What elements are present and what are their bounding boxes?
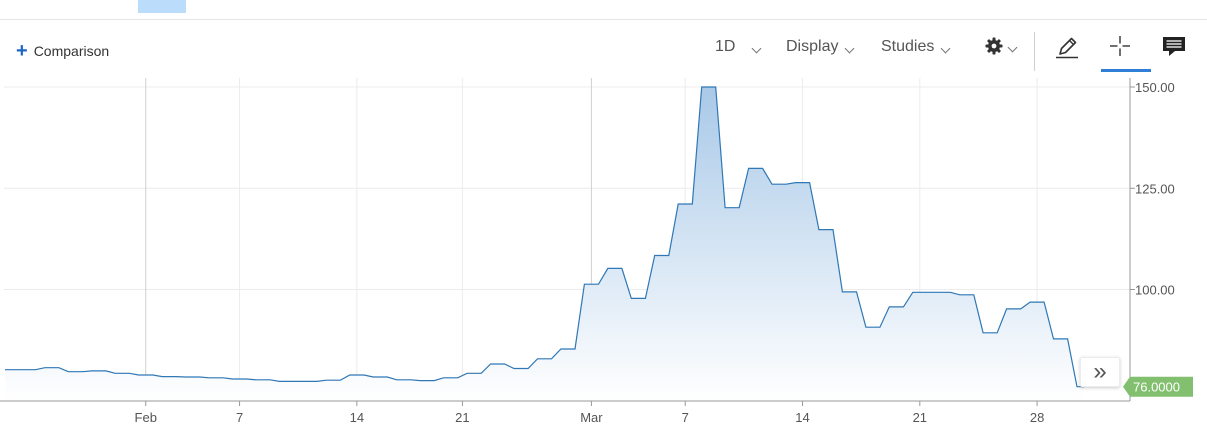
scroll-to-latest-button[interactable]: » bbox=[1080, 357, 1120, 387]
last-price-label: 76.0000 bbox=[1133, 380, 1180, 395]
y-tick-label: 150.00 bbox=[1135, 80, 1175, 95]
x-tick-label: Mar bbox=[580, 410, 603, 425]
interval-dropdown[interactable]: 1D bbox=[715, 38, 762, 56]
top-tab-highlight[interactable] bbox=[138, 0, 186, 13]
x-tick-label: Feb bbox=[135, 410, 157, 425]
settings-dropdown[interactable] bbox=[985, 37, 1018, 55]
x-tick-label: 14 bbox=[350, 410, 364, 425]
price-line bbox=[5, 86, 1084, 388]
top-divider bbox=[0, 19, 1207, 20]
crosshair-active-indicator bbox=[1101, 69, 1151, 72]
y-tick-label: 125.00 bbox=[1135, 181, 1175, 196]
studies-dropdown[interactable]: Studies bbox=[881, 38, 951, 56]
x-tick-label: 14 bbox=[795, 410, 809, 425]
comparison-label: Comparison bbox=[33, 43, 110, 59]
interval-label: 1D bbox=[715, 38, 736, 55]
double-chevron-right-icon: » bbox=[1093, 358, 1107, 385]
x-tick-label: 28 bbox=[1030, 410, 1044, 425]
crosshair-icon[interactable] bbox=[1108, 34, 1132, 58]
axes bbox=[0, 78, 1135, 406]
x-tick-label: 21 bbox=[913, 410, 927, 425]
gear-icon bbox=[985, 37, 1003, 55]
toolbar-divider bbox=[1034, 32, 1035, 71]
x-tick-label: 7 bbox=[236, 410, 243, 425]
x-tick-label: 7 bbox=[682, 410, 689, 425]
x-tick-label: 21 bbox=[455, 410, 469, 425]
pencil-icon[interactable] bbox=[1054, 34, 1080, 60]
price-area-fill bbox=[5, 87, 1084, 401]
y-tick-label: 100.00 bbox=[1135, 283, 1175, 298]
display-dropdown[interactable]: Display bbox=[786, 38, 855, 56]
tick-labels: 100.00 125.00 150.00 Feb 7 14 21 Mar 7 14 21 28 bbox=[135, 80, 1175, 425]
last-price-badge: 76.0000 bbox=[1123, 376, 1193, 397]
studies-label: Studies bbox=[881, 38, 935, 55]
last-price-badge-shape bbox=[1123, 376, 1193, 397]
comment-icon[interactable] bbox=[1162, 36, 1186, 58]
display-label: Display bbox=[786, 38, 839, 55]
plus-icon: + bbox=[16, 40, 28, 62]
comparison-button[interactable]: + Comparison bbox=[16, 41, 109, 61]
